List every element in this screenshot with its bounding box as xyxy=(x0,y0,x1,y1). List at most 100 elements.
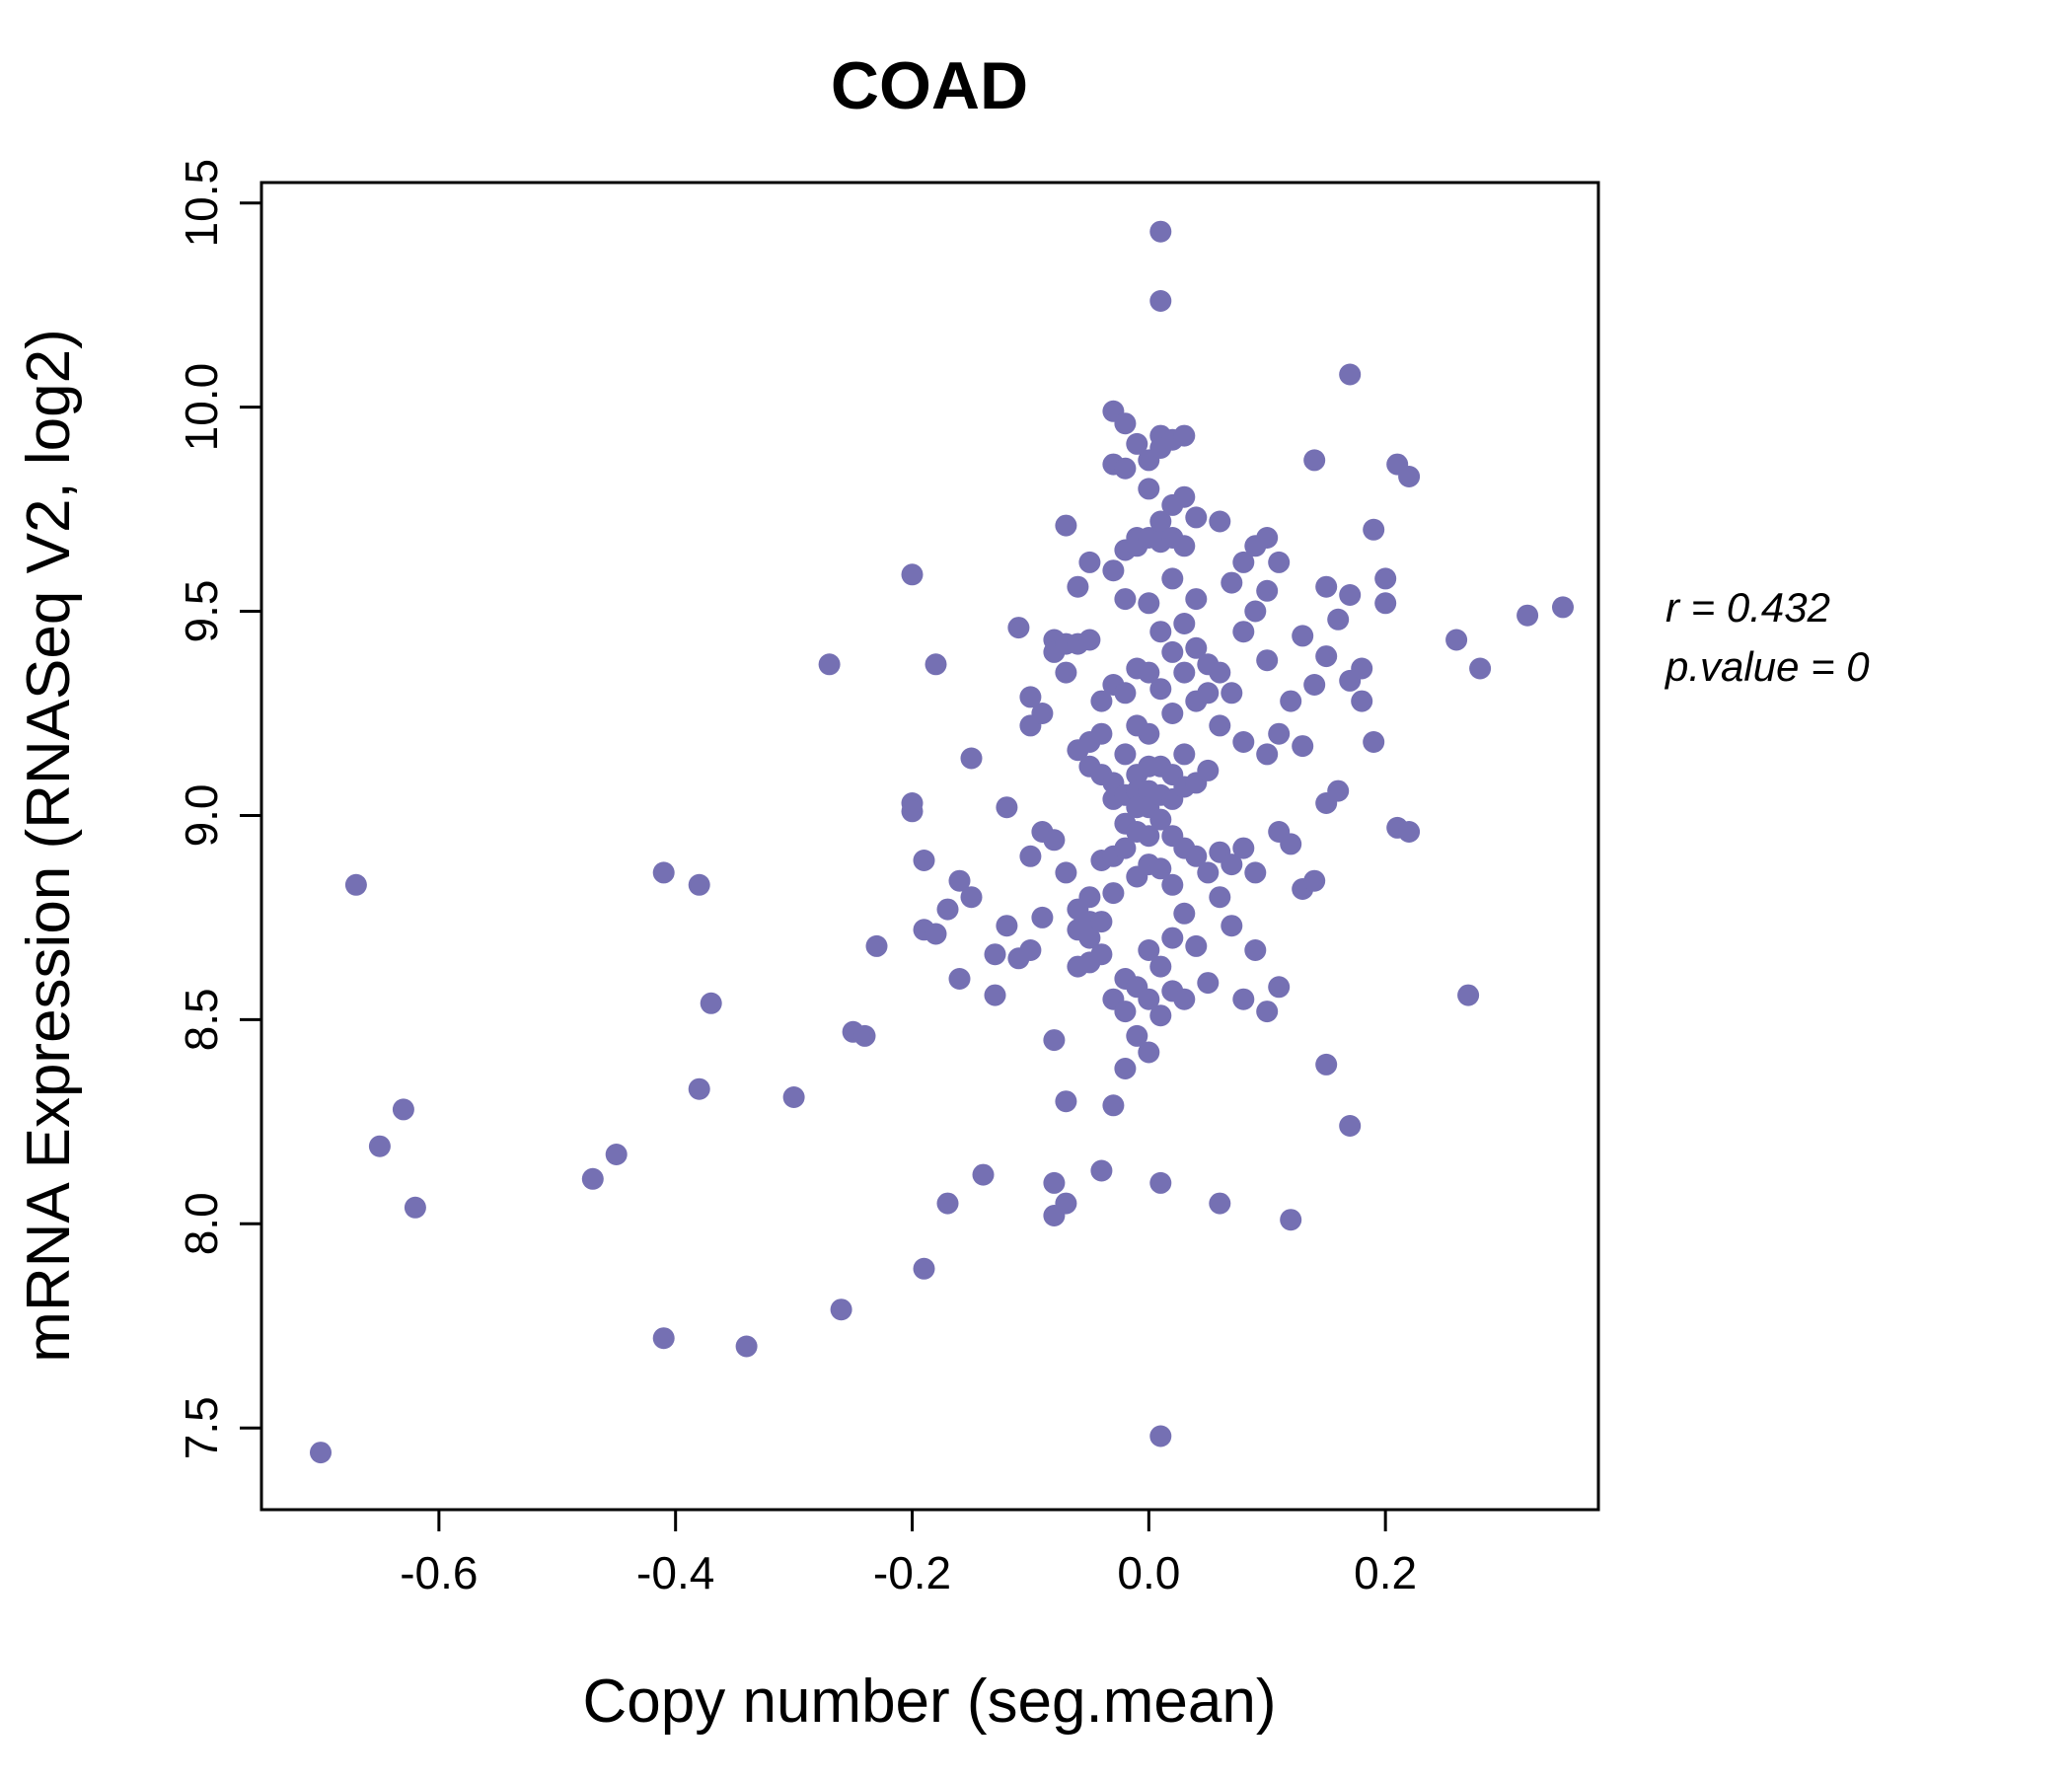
data-point xyxy=(1327,779,1350,802)
data-point xyxy=(1339,1115,1362,1137)
data-point xyxy=(1303,869,1326,892)
x-tick-label: -0.6 xyxy=(400,1547,478,1598)
data-point xyxy=(1007,617,1030,639)
data-point xyxy=(1126,1024,1148,1047)
data-point xyxy=(1102,559,1125,582)
data-point xyxy=(1303,449,1326,472)
data-point xyxy=(1161,640,1184,663)
data-point xyxy=(1173,988,1196,1010)
data-point xyxy=(1102,1094,1125,1117)
data-point xyxy=(1090,690,1113,712)
data-point xyxy=(1244,600,1267,623)
data-point xyxy=(1221,915,1243,937)
data-point xyxy=(1161,567,1184,590)
data-point xyxy=(1114,1001,1137,1023)
data-point xyxy=(581,1167,604,1190)
data-point xyxy=(1197,682,1220,705)
data-point xyxy=(1173,424,1196,447)
data-point xyxy=(925,923,947,945)
data-point xyxy=(1280,1209,1302,1231)
data-point xyxy=(1043,1029,1066,1052)
y-tick-label: 10.0 xyxy=(176,363,227,452)
data-point xyxy=(830,1299,852,1321)
data-point xyxy=(1292,735,1314,758)
data-point xyxy=(1114,682,1137,705)
data-point xyxy=(1232,731,1255,753)
x-tick-label: -0.4 xyxy=(636,1547,714,1598)
data-point xyxy=(688,873,710,896)
data-point xyxy=(1055,514,1077,537)
data-point xyxy=(1114,837,1137,859)
data-point xyxy=(310,1442,332,1464)
data-point xyxy=(1149,955,1172,978)
data-point xyxy=(948,869,971,892)
data-point xyxy=(1055,1192,1077,1215)
data-point xyxy=(1019,686,1042,708)
data-point xyxy=(1149,1171,1172,1194)
data-point xyxy=(1173,613,1196,634)
data-point xyxy=(652,1327,675,1350)
data-point xyxy=(1209,510,1231,533)
data-point xyxy=(392,1098,414,1121)
data-point xyxy=(1398,821,1421,843)
data-point xyxy=(1256,527,1279,549)
data-point xyxy=(1114,743,1137,766)
data-point xyxy=(1138,988,1160,1010)
data-point xyxy=(1469,657,1492,680)
data-point xyxy=(818,653,841,676)
data-point xyxy=(1398,466,1421,487)
data-point xyxy=(1374,567,1397,590)
data-point xyxy=(1114,1058,1137,1079)
data-point xyxy=(1445,629,1468,651)
data-point xyxy=(1173,661,1196,684)
data-point xyxy=(996,915,1018,937)
data-point xyxy=(1138,661,1160,684)
data-point xyxy=(1268,722,1291,745)
data-point xyxy=(1138,592,1160,615)
data-point xyxy=(1019,939,1042,961)
data-point xyxy=(688,1077,710,1100)
x-tick-label: 0.0 xyxy=(1117,1547,1180,1598)
data-point xyxy=(1031,906,1054,928)
x-axis-label: Copy number (seg.mean) xyxy=(583,1668,1277,1736)
data-point xyxy=(1209,1192,1231,1215)
data-point xyxy=(1209,714,1231,737)
data-point xyxy=(960,886,983,909)
data-point xyxy=(735,1335,758,1358)
data-point xyxy=(700,992,722,1014)
data-point xyxy=(948,968,971,990)
data-point xyxy=(1315,575,1338,598)
data-point xyxy=(1161,703,1184,724)
data-point xyxy=(1173,485,1196,508)
data-point xyxy=(1221,571,1243,594)
data-point xyxy=(1138,1041,1160,1064)
data-point xyxy=(1327,608,1350,631)
data-point xyxy=(925,653,947,676)
data-point xyxy=(1244,939,1267,961)
data-point xyxy=(1256,1001,1279,1023)
data-point xyxy=(344,873,367,896)
data-point xyxy=(1161,873,1184,896)
y-tick-label: 9.5 xyxy=(176,580,227,643)
data-point xyxy=(1149,621,1172,643)
y-tick-label: 10.5 xyxy=(176,159,227,248)
data-point xyxy=(901,563,924,586)
y-axis-ticks: 7.5 8.0 8.5 9.0 9.5 10.0 10.5 xyxy=(176,159,261,1459)
data-point xyxy=(1221,853,1243,876)
data-point xyxy=(1067,575,1089,598)
data-point xyxy=(960,747,983,770)
data-point xyxy=(1149,857,1172,880)
data-point xyxy=(1185,845,1208,867)
data-point xyxy=(1185,588,1208,611)
data-point xyxy=(1197,861,1220,884)
data-point xyxy=(1019,845,1042,867)
data-point xyxy=(1055,661,1077,684)
plot-title: COAD xyxy=(831,48,1028,123)
data-point xyxy=(1339,584,1362,606)
data-point xyxy=(972,1163,995,1186)
data-point xyxy=(1185,506,1208,529)
y-tick-label: 8.0 xyxy=(176,1192,227,1255)
data-point xyxy=(1232,837,1255,859)
data-point xyxy=(1292,625,1314,647)
